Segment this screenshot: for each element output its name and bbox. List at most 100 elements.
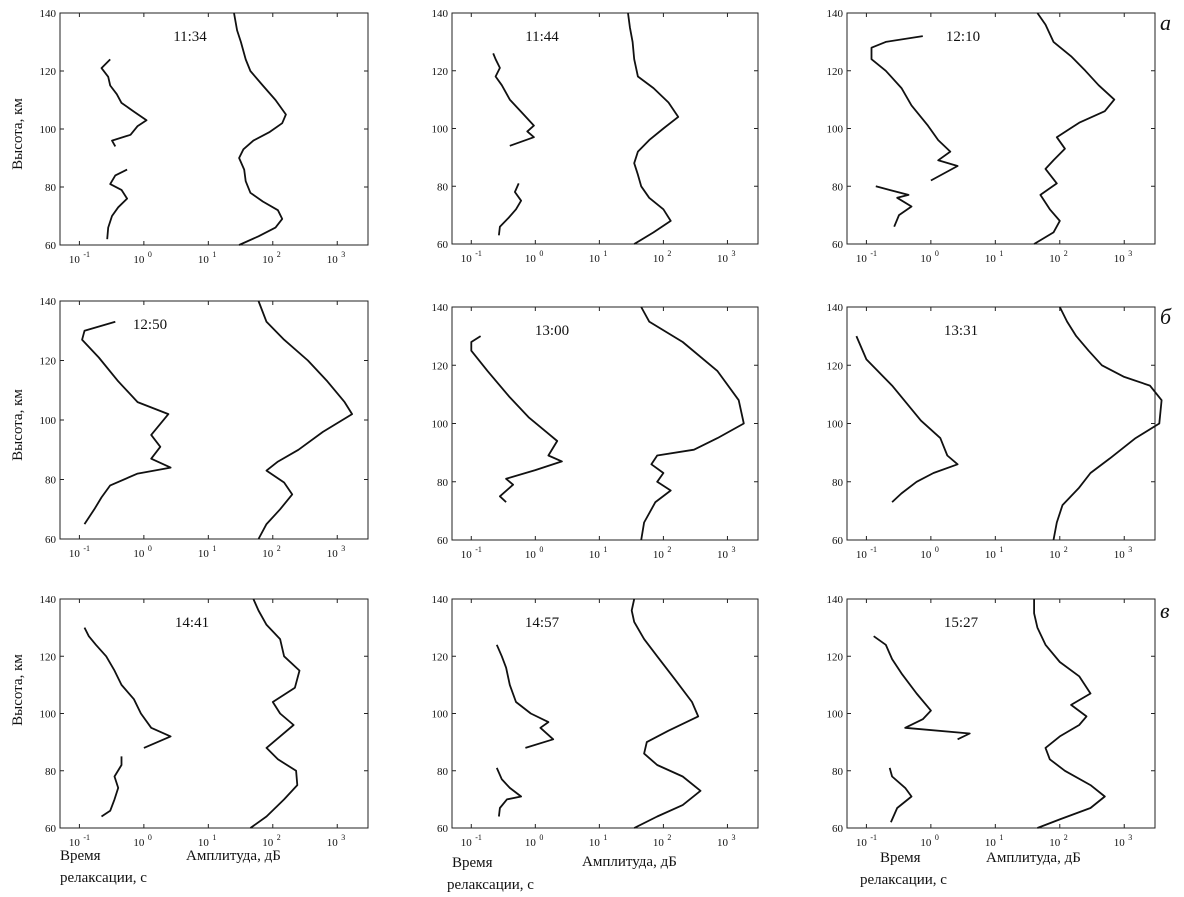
amplitude-line-seg-1 — [630, 598, 702, 829]
x-tick-exponent: -1 — [83, 250, 90, 259]
x-tick-exponent: 0 — [148, 833, 152, 842]
x-tick-label: 10 — [717, 837, 729, 849]
x-tick-exponent: 2 — [667, 249, 671, 258]
y-tick-label: 60 — [832, 535, 844, 547]
x-tick-exponent: 2 — [277, 833, 281, 842]
row-label-a: а — [1160, 10, 1171, 35]
amplitude-line-seg-1 — [1033, 599, 1106, 829]
panel-frame — [59, 12, 369, 246]
row-label-b: б — [1160, 304, 1172, 329]
y-tick-label: 60 — [437, 239, 449, 251]
amplitude-line-seg-1 — [640, 306, 745, 541]
x-tick-label: 10 — [653, 253, 665, 265]
x-tick-label: 10 — [589, 253, 601, 265]
x-label-relax-line2-col3: релаксации, с — [860, 872, 947, 888]
y-tick-label: 80 — [437, 477, 449, 489]
relaxation-time-line-seg-1 — [81, 320, 172, 525]
x-tick-exponent: 3 — [341, 544, 345, 553]
panel-frame — [59, 598, 369, 829]
y-tick-label: 120 — [432, 66, 449, 78]
x-tick-exponent: 2 — [667, 545, 671, 554]
y-tick-label: 100 — [827, 419, 844, 431]
panel-title: 15:27 — [944, 615, 979, 631]
y-tick-label: 140 — [40, 8, 57, 20]
x-tick-label: 10 — [69, 254, 81, 266]
x-tick-label: 10 — [920, 253, 932, 265]
x-tick-exponent: 1 — [603, 545, 607, 554]
row-label-v: в — [1160, 598, 1170, 623]
y-tick-label: 140 — [40, 296, 57, 308]
relaxation-time-line-seg-1 — [888, 767, 913, 823]
y-tick-label: 100 — [827, 709, 844, 721]
panel-title: 13:00 — [535, 323, 569, 339]
x-tick-label: 10 — [133, 254, 145, 266]
x-tick-label: 10 — [1049, 253, 1061, 265]
panel-frame — [451, 598, 759, 829]
x-tick-exponent: -1 — [83, 833, 90, 842]
x-tick-exponent: 1 — [999, 545, 1003, 554]
panel-title: 12:50 — [133, 317, 167, 333]
y-tick-label: 60 — [45, 240, 57, 252]
x-tick-label: 10 — [653, 837, 665, 849]
y-tick-label: 60 — [45, 823, 57, 835]
relaxation-time-line-seg-2 — [100, 58, 148, 147]
x-tick-exponent: 3 — [1128, 833, 1132, 842]
x-label-relax-line1-col3: Время — [880, 850, 921, 866]
y-tick-label: 60 — [832, 823, 844, 835]
y-tick-label: 120 — [827, 651, 844, 663]
y-tick-label: 80 — [437, 766, 449, 778]
x-tick-label: 10 — [985, 549, 997, 561]
x-tick-exponent: 1 — [212, 833, 216, 842]
x-tick-exponent: 3 — [731, 545, 735, 554]
amplitude-line-seg-1 — [233, 12, 287, 246]
x-label-relax-line2-col2: релаксации, с — [447, 877, 534, 893]
y-tick-label: 140 — [827, 302, 844, 314]
x-tick-exponent: 1 — [212, 250, 216, 259]
panel-title: 14:57 — [525, 615, 560, 631]
x-tick-exponent: 0 — [935, 249, 939, 258]
y-tick-label: 120 — [827, 360, 844, 372]
y-axis-label-row-3: Высота, км — [10, 654, 26, 726]
x-tick-label: 10 — [717, 253, 729, 265]
y-tick-label: 140 — [827, 8, 844, 20]
x-tick-exponent: 1 — [999, 833, 1003, 842]
y-tick-label: 80 — [832, 766, 844, 778]
x-tick-exponent: 3 — [341, 250, 345, 259]
x-tick-exponent: 2 — [1064, 833, 1068, 842]
x-tick-label: 10 — [69, 548, 81, 560]
x-tick-exponent: 2 — [277, 250, 281, 259]
x-tick-exponent: 2 — [1064, 545, 1068, 554]
y-tick-label: 80 — [45, 182, 57, 194]
x-tick-label: 10 — [1114, 253, 1126, 265]
relaxation-time-line-seg-1 — [875, 185, 913, 228]
x-tick-label: 10 — [461, 549, 473, 561]
y-tick-label: 100 — [40, 709, 57, 721]
x-tick-exponent: -1 — [475, 833, 482, 842]
x-tick-exponent: -1 — [83, 544, 90, 553]
amplitude-line-seg-1 — [1052, 306, 1163, 541]
relaxation-time-line-seg-1 — [498, 183, 522, 236]
x-tick-label: 10 — [198, 254, 210, 266]
y-tick-label: 100 — [432, 124, 449, 136]
x-tick-label: 10 — [589, 549, 601, 561]
panel-frame — [846, 12, 1156, 245]
x-tick-label: 10 — [327, 254, 339, 266]
y-tick-label: 80 — [45, 475, 57, 487]
y-tick-label: 140 — [827, 594, 844, 606]
x-tick-label: 10 — [589, 837, 601, 849]
relaxation-time-line-seg-1 — [470, 335, 563, 503]
x-tick-exponent: 1 — [603, 833, 607, 842]
x-tick-exponent: 1 — [999, 249, 1003, 258]
y-axis-label-row-1: Высота, км — [10, 98, 26, 170]
x-tick-exponent: 0 — [539, 249, 543, 258]
relaxation-time-line-seg-2 — [873, 635, 971, 741]
panel-frame — [451, 306, 759, 541]
x-tick-label: 10 — [856, 837, 868, 849]
x-tick-exponent: 2 — [667, 833, 671, 842]
